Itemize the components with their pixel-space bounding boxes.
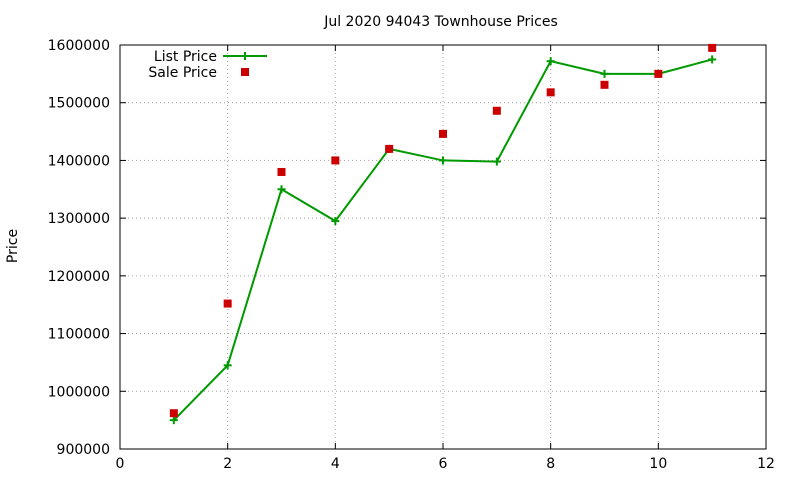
- y-axis-label: Price: [5, 229, 21, 263]
- y-tick-label: 1400000: [48, 153, 110, 169]
- axis-ticks: 0 2 4 6 8 10 12 900000 1000000 1100000 1200000 1300…: [48, 38, 775, 472]
- x-tick-label: 8: [546, 456, 555, 472]
- list-price-point: [600, 69, 609, 78]
- sale-price-point: [169, 409, 178, 418]
- x-tick-label: 6: [439, 456, 448, 472]
- x-tick-label: 4: [331, 456, 340, 472]
- list-price-point: [439, 156, 447, 165]
- sale-price-point: [331, 156, 340, 165]
- legend-square-swatch: [241, 68, 249, 76]
- grid: [120, 45, 766, 449]
- legend-label: List Price: [154, 49, 217, 65]
- legend-label: Sale Price: [148, 65, 217, 81]
- y-tick-label: 1200000: [48, 269, 110, 285]
- list-price-point: [492, 157, 501, 166]
- chart-title: Jul 2020 94043 Townhouse Prices: [323, 14, 558, 30]
- sale-price-point: [654, 69, 663, 78]
- y-tick-label: 1500000: [48, 96, 110, 112]
- sale-price-point: [708, 43, 717, 52]
- legend-item-list-price: List Price: [154, 49, 267, 65]
- sale-price-point: [385, 144, 394, 153]
- sale-price-point: [600, 80, 609, 89]
- series-list-price: [169, 55, 717, 425]
- y-tick-label: 1100000: [48, 327, 110, 343]
- x-tick-label: 2: [223, 456, 232, 472]
- sale-price-point: [492, 106, 501, 115]
- list-price-point: [277, 185, 286, 194]
- sale-price-point: [277, 167, 286, 176]
- y-tick-label: 1600000: [48, 38, 110, 54]
- y-tick-label: 1300000: [48, 211, 110, 227]
- legend-plus-swatch: [241, 52, 249, 60]
- x-tick-label: 12: [757, 456, 775, 472]
- sale-price-point: [546, 88, 555, 97]
- series-sale-price: [169, 43, 717, 418]
- list-price-point: [223, 361, 232, 370]
- series-layer: [169, 43, 717, 425]
- list-price-point: [546, 57, 555, 66]
- list-price-point: [169, 416, 178, 425]
- y-tick-label: 900000: [57, 442, 110, 458]
- sale-price-point: [439, 129, 447, 138]
- x-tick-label: 0: [116, 456, 125, 472]
- list-price-point: [708, 55, 717, 64]
- y-tick-label: 1000000: [48, 384, 110, 400]
- legend-item-sale-price: Sale Price: [148, 65, 249, 81]
- x-tick-label: 10: [649, 456, 667, 472]
- list-price-point: [331, 217, 340, 226]
- sale-price-point: [223, 299, 232, 308]
